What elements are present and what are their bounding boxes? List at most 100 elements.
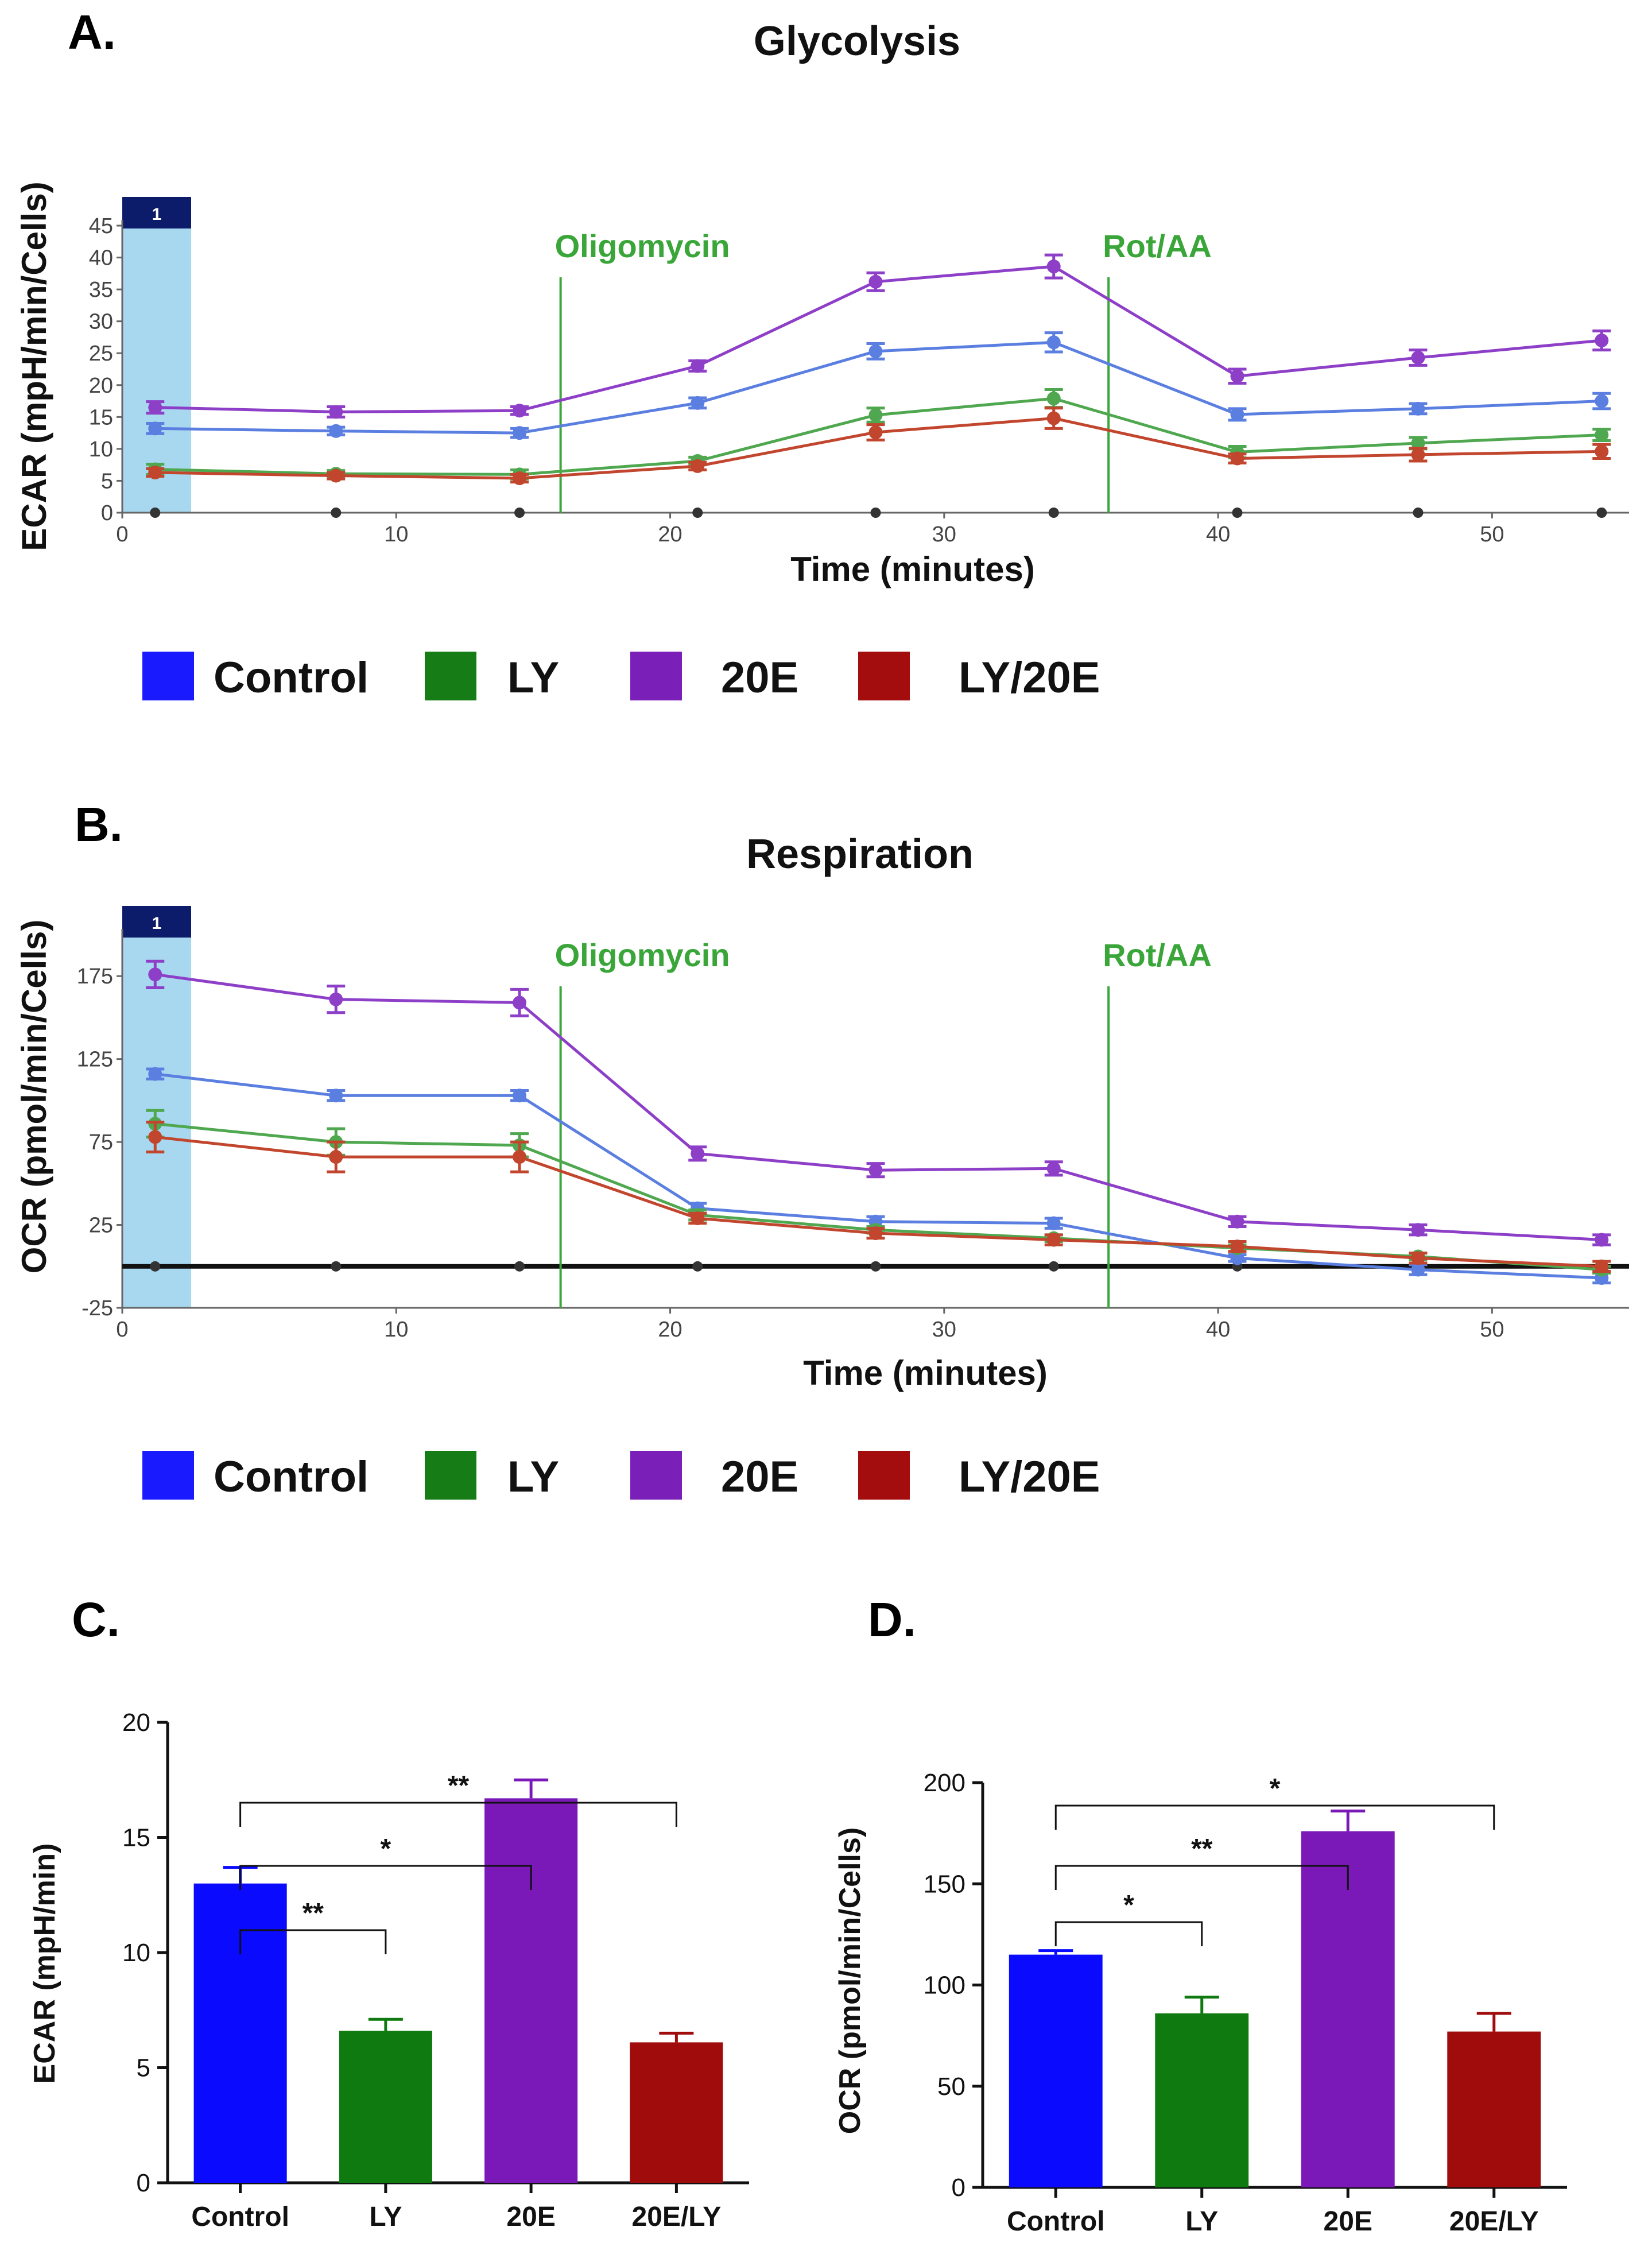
significance-label: ** bbox=[303, 1898, 324, 1928]
legend-swatch-ly bbox=[425, 652, 476, 700]
y-tick-label: 175 bbox=[77, 965, 113, 989]
injection-label: Rot/AA bbox=[1103, 937, 1212, 973]
x-tick-label: 20 bbox=[658, 522, 682, 547]
baseline-marker bbox=[1596, 508, 1607, 518]
y-tick-label: 15 bbox=[89, 405, 113, 429]
y-tick-label: 100 bbox=[924, 1972, 965, 2000]
legend-label-control: Control bbox=[214, 653, 369, 702]
y-tick-label: 150 bbox=[924, 1870, 965, 1898]
data-point bbox=[1595, 394, 1609, 408]
baseline-marker bbox=[870, 508, 881, 518]
legend-label-ly20e: LY/20E bbox=[959, 1453, 1100, 1501]
baseline-marker bbox=[150, 508, 161, 518]
significance-bracket bbox=[239, 1865, 532, 1890]
y-tick-label: 0 bbox=[101, 501, 113, 525]
data-point bbox=[1046, 1216, 1061, 1230]
chart-b-ylabel: OCR (pmol/min/Cells) bbox=[15, 920, 53, 1274]
category-label: 20E bbox=[1324, 2206, 1372, 2237]
chart-d-ylabel: OCR (pmol/min/Cells) bbox=[833, 1827, 867, 2134]
data-point bbox=[1411, 401, 1425, 416]
injection-box bbox=[122, 197, 191, 228]
y-tick-label: 10 bbox=[122, 1939, 150, 1967]
baseline-marker bbox=[1048, 1261, 1059, 1272]
series-ly bbox=[146, 1109, 1611, 1277]
injection-label: Oligomycin bbox=[555, 228, 730, 264]
y-tick-label: 20 bbox=[89, 374, 113, 398]
data-point bbox=[1595, 1233, 1609, 1247]
y-tick-label: 15 bbox=[122, 1824, 150, 1852]
legend-swatch-ly20e bbox=[858, 652, 910, 700]
legend-swatch-20e bbox=[630, 652, 682, 700]
significance-label: ** bbox=[448, 1771, 470, 1801]
data-point bbox=[513, 1150, 527, 1164]
data-point bbox=[868, 274, 883, 289]
legend-swatch-20e bbox=[630, 1451, 682, 1500]
data-point bbox=[329, 405, 343, 419]
data-point bbox=[513, 471, 527, 485]
data-point bbox=[868, 408, 883, 422]
bar-control bbox=[1009, 1954, 1103, 2187]
data-point bbox=[329, 1150, 343, 1164]
series-control bbox=[146, 331, 1611, 440]
injection-label: Oligomycin bbox=[555, 937, 730, 973]
data-point bbox=[868, 1163, 883, 1178]
x-tick-label: 20 bbox=[658, 1318, 682, 1342]
data-point bbox=[1230, 407, 1244, 421]
data-point bbox=[691, 396, 705, 410]
data-point bbox=[868, 344, 883, 358]
category-label: 20E bbox=[506, 2202, 555, 2232]
y-tick-label: 30 bbox=[89, 310, 113, 334]
baseline-marker bbox=[331, 1261, 342, 1272]
data-point bbox=[1046, 260, 1061, 274]
y-tick-label: 5 bbox=[137, 2054, 150, 2082]
data-point bbox=[1046, 335, 1061, 350]
series-line-20e bbox=[154, 973, 1602, 1242]
data-point bbox=[513, 1089, 527, 1103]
y-tick-label: 45 bbox=[89, 214, 113, 238]
data-point bbox=[1411, 447, 1425, 462]
data-point bbox=[1046, 1161, 1061, 1176]
legend-swatch-ly bbox=[425, 1451, 476, 1500]
panel-label-b: B. bbox=[75, 797, 123, 851]
data-point bbox=[691, 1147, 705, 1161]
series-line-ly20e bbox=[154, 1135, 1602, 1268]
data-point bbox=[1230, 1240, 1244, 1254]
significance-bracket bbox=[1054, 1865, 1349, 1890]
y-tick-label: 0 bbox=[952, 2174, 965, 2202]
category-label: Control bbox=[1007, 2206, 1105, 2237]
x-tick-label: 50 bbox=[1480, 522, 1504, 547]
chart-a-ylabel: ECAR (mpH/min/Cells) bbox=[15, 181, 53, 551]
x-tick-label: 40 bbox=[1206, 1318, 1230, 1342]
bar-ly bbox=[339, 2031, 432, 2183]
x-tick-label: 0 bbox=[116, 522, 128, 547]
baseline-marker bbox=[331, 508, 342, 518]
series-20e bbox=[146, 253, 1611, 419]
data-point bbox=[1046, 411, 1061, 425]
baseline-marker bbox=[1413, 508, 1424, 518]
category-label: 20E/LY bbox=[632, 2202, 722, 2232]
panel-label-d: D. bbox=[868, 1593, 916, 1647]
bar-ly bbox=[1155, 2013, 1249, 2187]
x-tick-label: 0 bbox=[116, 1318, 128, 1342]
significance-label: * bbox=[1123, 1890, 1134, 1920]
legend-label-control: Control bbox=[214, 1453, 369, 1501]
y-tick-label: 10 bbox=[89, 437, 113, 462]
data-point bbox=[1411, 351, 1425, 365]
y-tick-label: 75 bbox=[89, 1130, 113, 1155]
chart-b: 1 -25 25 75 125 175 0 10 20 30 40 50 Oligomycin Rot/A… bbox=[77, 906, 1629, 1342]
chart-b-xlabel: Time (minutes) bbox=[803, 1354, 1048, 1392]
series-ly20e bbox=[146, 406, 1611, 485]
category-label: LY bbox=[369, 2202, 402, 2232]
legend-swatch-control bbox=[142, 1451, 194, 1500]
significance-label: * bbox=[381, 1834, 391, 1864]
y-tick-label: 125 bbox=[77, 1048, 113, 1072]
baseline-marker bbox=[870, 1261, 881, 1272]
baseline-marker bbox=[514, 1261, 525, 1272]
baseline-marker bbox=[692, 508, 703, 518]
category-label: Control bbox=[191, 2202, 289, 2232]
significance-bracket bbox=[1054, 1921, 1203, 1946]
x-tick-label: 30 bbox=[932, 1318, 956, 1342]
